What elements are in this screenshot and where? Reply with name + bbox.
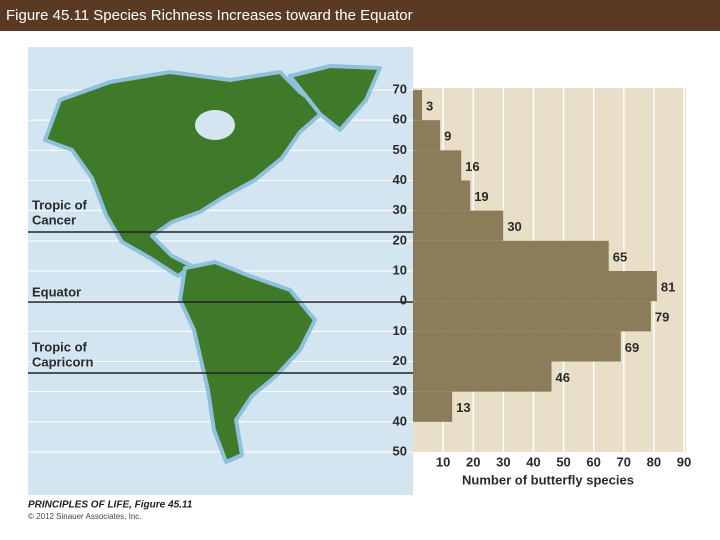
data-label: 69 [625, 340, 639, 355]
annotation: Capricorn [32, 354, 93, 369]
x-tick-label: 40 [526, 454, 540, 469]
x-tick-label: 50 [556, 454, 570, 469]
y-tick-label: 40 [393, 413, 407, 428]
annotation: Tropic of [32, 339, 88, 354]
data-label: 81 [661, 280, 675, 295]
y-tick-label: 20 [393, 353, 407, 368]
y-tick-label: 40 [393, 172, 407, 187]
y-tick-label: 20 [393, 232, 407, 247]
annotation: Tropic of [32, 197, 88, 212]
map: Tropic of Cancer Equator Tropic of Capri… [28, 47, 413, 495]
footer-copyright: © 2012 Sinauer Associates, Inc. [28, 512, 142, 521]
x-tick-label: 90 [677, 454, 691, 469]
x-tick-label: 20 [466, 454, 480, 469]
y-tick-label: 70 [393, 81, 407, 96]
bar [413, 120, 441, 151]
x-tick-label: 10 [436, 454, 450, 469]
y-tick-label: 60 [393, 112, 407, 127]
data-label: 30 [507, 219, 521, 234]
y-tick-label: 50 [393, 443, 407, 458]
data-label: 19 [474, 189, 488, 204]
bar [413, 301, 651, 332]
data-label: 46 [556, 370, 570, 385]
data-label: 13 [456, 400, 470, 415]
data-label: 79 [655, 310, 669, 325]
x-tick-label: 70 [617, 454, 631, 469]
greenland [288, 64, 382, 132]
bar [413, 271, 657, 302]
bar [413, 90, 423, 121]
north-america [43, 70, 327, 278]
data-label: 9 [444, 129, 451, 144]
y-tick-label: 30 [393, 383, 407, 398]
x-tick-label: 80 [647, 454, 661, 469]
bar [413, 150, 462, 181]
x-tick-label: 30 [496, 454, 510, 469]
y-tick-label: 50 [393, 142, 407, 157]
data-label: 16 [465, 159, 479, 174]
annotation: Cancer [32, 212, 76, 227]
data-label: 65 [613, 249, 627, 264]
bar [413, 240, 609, 271]
bar [413, 180, 471, 211]
header-bar [0, 0, 720, 31]
south-america [178, 260, 317, 464]
y-tick-label: 10 [393, 262, 407, 277]
bar [413, 210, 504, 241]
footer-book: PRINCIPLES OF LIFE, Figure 45.11 [28, 500, 193, 511]
hudson-bay [195, 110, 235, 140]
data-label: 3 [426, 99, 433, 114]
continents [43, 64, 382, 464]
bar [413, 331, 621, 362]
header-title: Figure 45.11 Species Richness Increases … [6, 7, 413, 24]
y-tick-label: 10 [393, 323, 407, 338]
y-tick-label: 30 [393, 202, 407, 217]
bar [413, 361, 552, 392]
bar [413, 391, 453, 422]
x-tick-label: 60 [586, 454, 600, 469]
y-tick-label: 0 [400, 293, 407, 308]
x-axis-label: Number of butterfly species [462, 472, 634, 487]
annotation: Equator [32, 284, 81, 299]
plot: 39 16 19 30 65 81 79 69 46 13 [413, 88, 685, 452]
